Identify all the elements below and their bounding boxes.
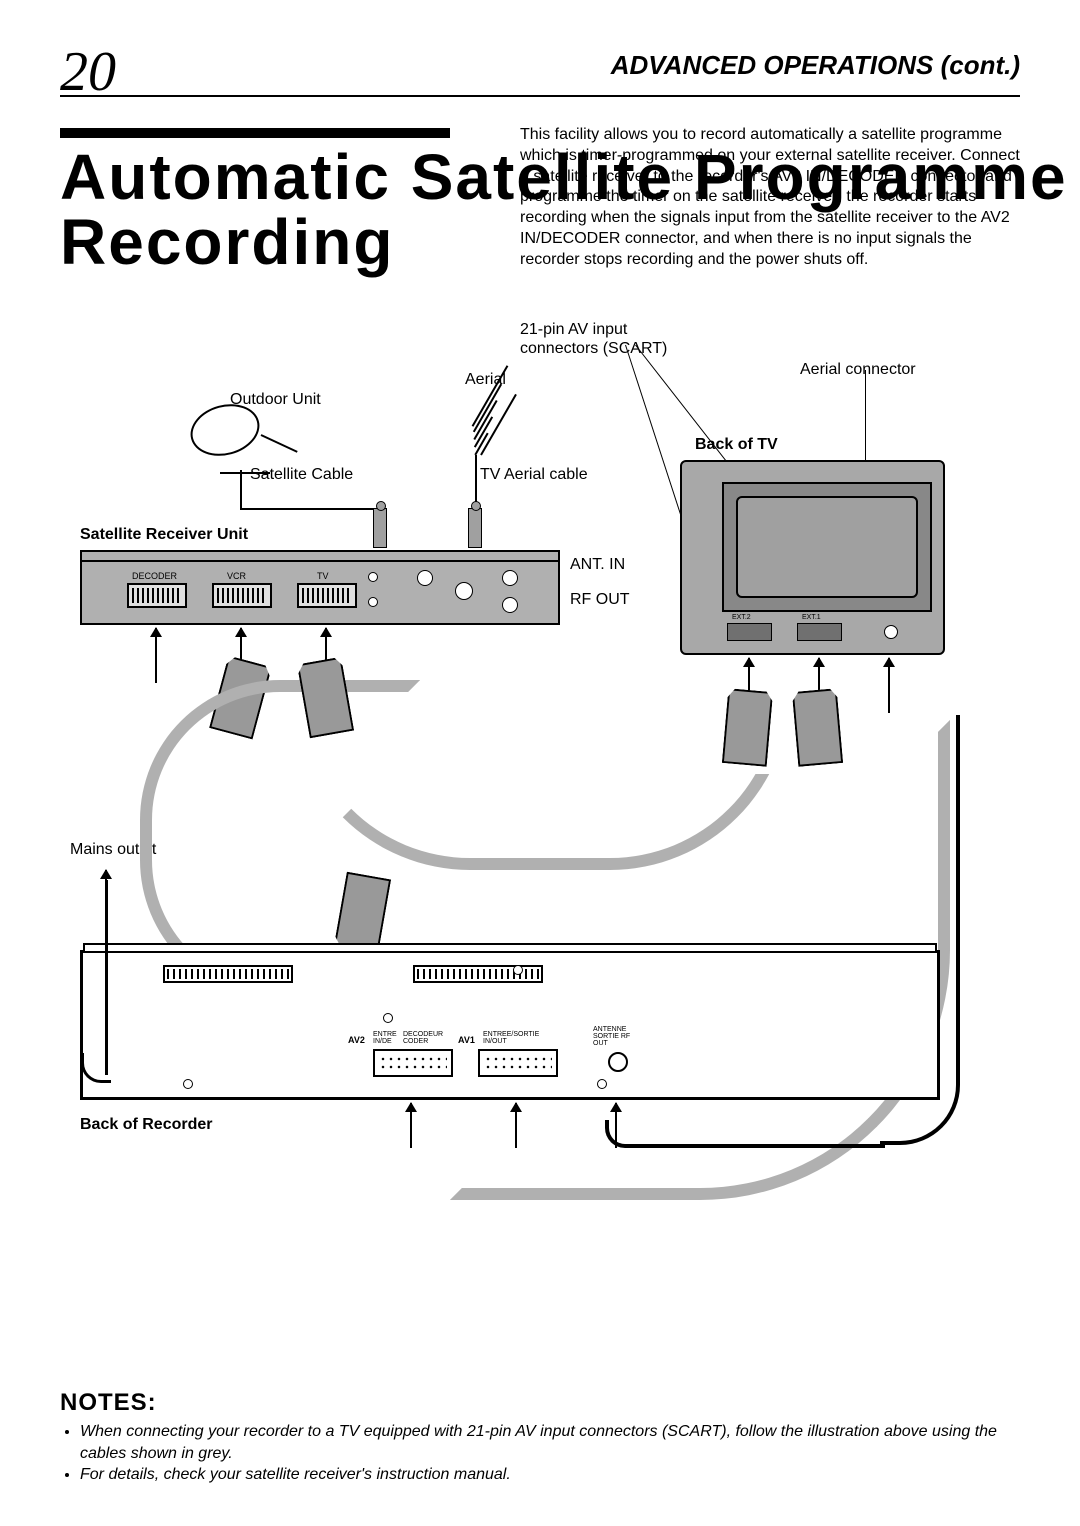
recorder-av2-label: AV2: [348, 1036, 365, 1045]
recorder-vent-right: [413, 965, 543, 983]
sat-port-tv: [297, 583, 357, 608]
tv-port-ext1: [797, 623, 842, 641]
arrow-rec-av1: [515, 1103, 517, 1148]
label-ant-in: ANT. IN: [570, 555, 625, 574]
header-rule: [60, 95, 1020, 97]
aerial-antenna-icon: [460, 385, 540, 455]
tv-aerial-jack: [884, 625, 898, 639]
coax-plug-ant: [468, 508, 482, 548]
connection-diagram: Outdoor Unit Satellite Cable Aerial TV A…: [60, 380, 1020, 1340]
sat-port-decoder: [127, 583, 187, 608]
sat-port-tv-label: TV: [317, 571, 329, 581]
recorder-av2-port: [373, 1049, 453, 1077]
arrow-rec-rfout: [615, 1103, 617, 1148]
cable-coax-horiz: [605, 1120, 885, 1148]
cable-sat-horiz: [240, 508, 380, 510]
cable-sat-vert: [240, 470, 242, 510]
label-aerial-connector: Aerial connector: [800, 360, 916, 379]
note-item: For details, check your satellite receiv…: [80, 1464, 1020, 1486]
notes-section: NOTES: When connecting your recorder to …: [60, 1389, 1020, 1486]
coax-plug-sat: [373, 508, 387, 548]
label-scart-21pin: 21-pin AV input connectors (SCART): [520, 320, 680, 358]
notes-title: NOTES:: [60, 1389, 1020, 1417]
label-back-of-recorder: Back of Recorder: [80, 1115, 213, 1134]
label-sat-receiver-unit: Satellite Receiver Unit: [80, 525, 248, 544]
label-rf-out: RF OUT: [570, 590, 630, 609]
satellite-dish-icon: [190, 400, 270, 480]
arrow-rec-av2: [410, 1103, 412, 1148]
sat-port-vcr: [212, 583, 272, 608]
recorder-vent-left: [163, 965, 293, 983]
arrow-sat-decoder: [155, 628, 157, 683]
recorder-ant-label: ANTENNE SORTIE RF OUT: [593, 1026, 643, 1047]
recorder-av1-label: AV1: [458, 1036, 475, 1045]
note-item: When connecting your recorder to a TV eq…: [80, 1421, 1020, 1464]
recorder-av2-sub2: DECODEUR CODER: [403, 1031, 453, 1045]
recorder-av1-port: [478, 1049, 558, 1077]
tv-back: EXT.2 EXT.1: [680, 460, 945, 655]
intro-text: This facility allows you to record autom…: [520, 125, 1020, 271]
mains-cable: [105, 880, 108, 1075]
tv-ext1-label: EXT.1: [802, 614, 821, 621]
satellite-receiver-back: DECODER VCR TV: [80, 550, 560, 625]
recorder-back: AV2 ENTRE IN/DE DECODEUR CODER AV1 ENTRE…: [80, 950, 940, 1100]
sat-port-decoder-label: DECODER: [132, 571, 177, 581]
arrow-tv-aerial: [888, 658, 890, 713]
title-rule: [60, 128, 450, 138]
label-tv-aerial-cable: TV Aerial cable: [480, 465, 588, 484]
tv-port-ext2: [727, 623, 772, 641]
arrow-mains: [105, 870, 107, 890]
sat-port-vcr-label: VCR: [227, 571, 246, 581]
tv-ext2-label: EXT.2: [732, 614, 751, 621]
recorder-av1-sub: ENTREE/SORTIE IN/OUT: [483, 1031, 553, 1045]
section-header: ADVANCED OPERATIONS (cont.): [611, 50, 1020, 81]
recorder-rf-out: [608, 1052, 628, 1072]
